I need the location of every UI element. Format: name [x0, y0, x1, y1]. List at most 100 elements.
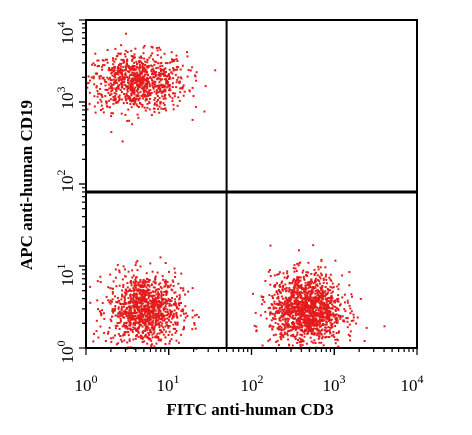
data-point-population-2	[330, 334, 333, 337]
data-point-population-2	[349, 334, 352, 337]
data-point-population-2	[287, 306, 290, 309]
data-point-population-1	[117, 312, 120, 315]
data-point-population-0	[149, 54, 152, 57]
data-point-population-1	[165, 323, 168, 326]
data-point-population-2	[315, 309, 318, 312]
data-point-population-0	[160, 107, 163, 110]
data-point-population-2	[325, 273, 328, 276]
data-point-population-1	[180, 302, 182, 304]
data-point-population-0	[124, 49, 127, 52]
data-point-population-2	[294, 310, 297, 313]
data-point-population-0	[88, 91, 91, 94]
data-point-population-1	[131, 301, 134, 304]
data-point-population-1	[144, 335, 147, 338]
data-point-population-1	[181, 310, 184, 313]
data-point-population-1	[154, 291, 157, 293]
data-point-population-2	[300, 297, 303, 300]
data-point-population-0	[169, 95, 172, 98]
data-point-population-2	[292, 302, 295, 305]
data-point-population-0	[142, 67, 145, 70]
data-point-population-2	[290, 334, 293, 337]
data-point-population-2	[301, 326, 304, 329]
data-point-population-0	[150, 68, 153, 71]
data-point-population-1	[161, 312, 164, 315]
data-point-population-2	[299, 326, 301, 329]
data-point-population-2	[276, 302, 279, 305]
data-point-population-2	[307, 281, 310, 284]
data-point-population-0	[118, 78, 121, 81]
data-point-population-1	[127, 331, 130, 333]
data-point-population-0	[171, 100, 174, 103]
data-point-population-2	[325, 323, 328, 326]
data-point-population-1	[130, 316, 133, 319]
data-point-population-0	[104, 58, 107, 61]
data-point-population-1	[114, 276, 117, 279]
data-point-population-1	[147, 318, 149, 321]
data-point-population-0	[112, 59, 115, 62]
data-point-population-2	[318, 341, 321, 344]
data-point-population-0	[141, 105, 144, 108]
data-point-population-1	[133, 327, 136, 330]
data-point-population-1	[131, 269, 134, 272]
data-point-population-1	[132, 296, 135, 299]
data-point-population-0	[151, 82, 154, 84]
data-point-population-1	[175, 323, 177, 326]
data-point-population-0	[176, 68, 179, 71]
data-point-population-0	[125, 84, 128, 87]
data-point-population-2	[282, 309, 285, 312]
data-point-population-2	[277, 323, 280, 326]
data-point-population-2	[318, 315, 321, 318]
data-point-population-2	[329, 273, 332, 276]
data-point-population-0	[159, 48, 162, 51]
data-point-population-1	[146, 278, 148, 281]
data-point-population-1	[160, 302, 163, 304]
data-point-population-2	[289, 314, 292, 316]
data-point-population-0	[154, 75, 157, 78]
data-point-population-1	[155, 315, 158, 318]
data-point-population-0	[172, 67, 175, 70]
data-point-population-1	[129, 314, 131, 317]
data-point-population-0	[186, 51, 188, 54]
data-point-population-0	[100, 100, 103, 103]
data-point-population-1	[139, 290, 142, 293]
data-point-population-1	[144, 311, 147, 314]
data-point-population-1	[171, 333, 174, 336]
data-point-population-0	[154, 85, 157, 88]
data-point-population-2	[327, 336, 330, 338]
data-point-population-0	[111, 87, 114, 90]
data-point-population-2	[288, 324, 290, 327]
data-point-population-2	[351, 295, 353, 298]
data-point-population-1	[136, 297, 139, 300]
data-point-population-1	[175, 330, 178, 332]
data-point-population-1	[137, 288, 140, 291]
data-point-population-2	[299, 291, 301, 294]
data-point-population-0	[130, 94, 133, 97]
y-tick-label-3: 103	[54, 87, 77, 110]
data-point-population-1	[167, 334, 170, 336]
data-point-population-0	[127, 96, 130, 99]
data-point-population-1	[162, 319, 165, 322]
data-point-population-2	[323, 319, 326, 322]
data-point-population-2	[346, 320, 349, 323]
data-point-population-0	[147, 77, 150, 80]
data-point-population-1	[110, 340, 113, 343]
data-point-population-2	[327, 310, 330, 313]
data-point-population-0	[128, 119, 131, 122]
data-point-population-2	[317, 313, 320, 316]
data-point-population-2	[279, 328, 282, 331]
data-point-population-2	[310, 314, 313, 317]
data-point-population-1	[135, 317, 138, 320]
data-point-population-2	[321, 286, 323, 289]
data-point-population-1	[125, 290, 128, 293]
data-point-population-1	[148, 338, 151, 341]
data-point-population-2	[319, 277, 322, 280]
data-point-population-1	[183, 319, 186, 322]
data-point-population-0	[167, 85, 170, 88]
data-point-population-2	[326, 329, 329, 332]
data-point-population-1	[161, 331, 164, 334]
data-point-population-1	[157, 294, 160, 297]
data-point-population-2	[278, 289, 281, 292]
data-point-population-2	[307, 306, 310, 309]
data-point-population-0	[140, 78, 143, 81]
data-point-population-2	[286, 323, 289, 326]
